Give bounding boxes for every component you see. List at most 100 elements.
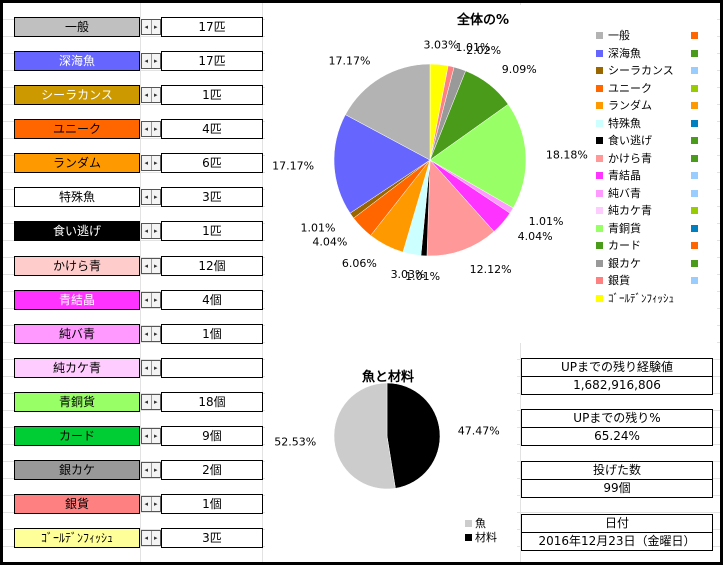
item-count[interactable]: 6匹 [161, 153, 263, 173]
decrement-arrow-icon[interactable]: ◂ [142, 156, 152, 170]
item-stepper[interactable]: ◂ ▸ [141, 53, 161, 69]
decrement-arrow-icon[interactable]: ◂ [142, 190, 152, 204]
increment-arrow-icon[interactable]: ▸ [153, 398, 158, 406]
item-count[interactable]: 1匹 [161, 85, 263, 105]
item-count[interactable]: 1個 [161, 494, 263, 514]
remaining-pct-value: 65.24% [521, 427, 713, 446]
increment-arrow-icon[interactable]: ▸ [153, 500, 158, 508]
item-stepper[interactable]: ◂ ▸ [141, 428, 161, 444]
decrement-arrow-icon[interactable]: ◂ [142, 361, 152, 375]
decrement-arrow-icon[interactable]: ◂ [142, 54, 152, 68]
legend-marker [691, 242, 698, 249]
decrement-arrow-icon[interactable]: ◂ [142, 497, 152, 511]
item-stepper[interactable]: ◂ ▸ [141, 19, 161, 35]
item-row: 純バ青 ◂ ▸ 1個 [3, 324, 265, 344]
item-stepper[interactable]: ◂ ▸ [141, 394, 161, 410]
decrement-arrow-icon[interactable]: ◂ [142, 327, 152, 341]
increment-arrow-icon[interactable]: ▸ [153, 91, 158, 99]
item-label: 青結晶 [14, 290, 140, 310]
pie-slice [333, 114, 431, 214]
pie-slice [386, 382, 441, 489]
pie-slice [333, 382, 396, 490]
item-count[interactable]: 1個 [161, 324, 263, 344]
item-count[interactable]: 18個 [161, 392, 263, 412]
decrement-arrow-icon[interactable]: ◂ [142, 293, 152, 307]
item-row: 銀カケ ◂ ▸ 2個 [3, 460, 265, 480]
item-count[interactable]: 17匹 [161, 17, 263, 37]
legend-label: 特殊魚 [608, 116, 641, 130]
legend-marker [691, 102, 698, 109]
increment-arrow-icon[interactable]: ▸ [153, 159, 158, 167]
item-count[interactable]: 3匹 [161, 528, 263, 548]
item-stepper[interactable]: ◂ ▸ [141, 223, 161, 239]
increment-arrow-icon[interactable]: ▸ [153, 57, 158, 65]
increment-arrow-icon[interactable]: ▸ [153, 364, 158, 372]
item-stepper[interactable]: ◂ ▸ [141, 326, 161, 342]
increment-arrow-icon[interactable]: ▸ [153, 125, 158, 133]
item-row: ランダム ◂ ▸ 6匹 [3, 153, 265, 173]
decrement-arrow-icon[interactable]: ◂ [142, 463, 152, 477]
grid-line [262, 3, 263, 562]
item-count[interactable] [161, 358, 263, 378]
pie-pct-label: 17.17% [272, 160, 314, 173]
legend-swatch [596, 119, 603, 127]
item-stepper[interactable]: ◂ ▸ [141, 258, 161, 274]
item-stepper[interactable]: ◂ ▸ [141, 189, 161, 205]
item-count[interactable]: 9個 [161, 426, 263, 446]
item-stepper[interactable]: ◂ ▸ [141, 462, 161, 478]
legend-marker [691, 224, 698, 232]
pie-pct-label: 1.01% [405, 270, 440, 283]
legend-marker [691, 49, 698, 57]
legend-item: 深海魚 [596, 45, 714, 63]
decrement-arrow-icon[interactable]: ◂ [142, 224, 152, 238]
legend-label: ランダム [608, 99, 652, 112]
item-stepper[interactable]: ◂ ▸ [141, 530, 161, 546]
increment-arrow-icon[interactable]: ▸ [153, 466, 158, 474]
decrement-arrow-icon[interactable]: ◂ [142, 429, 152, 443]
decrement-arrow-icon[interactable]: ◂ [142, 88, 152, 102]
item-count[interactable]: 4匹 [161, 119, 263, 139]
decrement-arrow-icon[interactable]: ◂ [142, 20, 152, 34]
item-stepper[interactable]: ◂ ▸ [141, 121, 161, 137]
item-count[interactable]: 17匹 [161, 51, 263, 71]
decrement-arrow-icon[interactable]: ◂ [142, 259, 152, 273]
decrement-arrow-icon[interactable]: ◂ [142, 395, 152, 409]
pie-pct-label: 18.18% [546, 148, 588, 161]
legend-swatch [596, 294, 603, 302]
increment-arrow-icon[interactable]: ▸ [153, 227, 158, 235]
increment-arrow-icon[interactable]: ▸ [153, 534, 158, 542]
legend-marker [691, 154, 698, 162]
decrement-arrow-icon[interactable]: ◂ [142, 122, 152, 136]
item-count[interactable]: 2個 [161, 460, 263, 480]
item-stepper[interactable]: ◂ ▸ [141, 496, 161, 512]
legend-swatch [596, 207, 603, 214]
decrement-arrow-icon[interactable]: ◂ [142, 531, 152, 545]
increment-arrow-icon[interactable]: ▸ [153, 296, 158, 304]
chart-total-title: 全体の% [456, 13, 510, 28]
legend-marker [691, 259, 698, 267]
increment-arrow-icon[interactable]: ▸ [153, 23, 158, 31]
increment-arrow-icon[interactable]: ▸ [153, 330, 158, 338]
item-stepper[interactable]: ◂ ▸ [141, 87, 161, 103]
item-count[interactable]: 1匹 [161, 221, 263, 241]
chart-fish-material-title: 魚と材料 [361, 370, 414, 385]
item-count[interactable]: 4個 [161, 290, 263, 310]
legend-item: 特殊魚 [596, 115, 714, 133]
item-count[interactable]: 12個 [161, 256, 263, 276]
throws-label: 投げた数 [521, 461, 713, 480]
increment-arrow-icon[interactable]: ▸ [153, 262, 158, 270]
increment-arrow-icon[interactable]: ▸ [153, 193, 158, 201]
legend-marker [691, 277, 698, 284]
legend-item: 食い逃げ [596, 132, 714, 150]
item-stepper[interactable]: ◂ ▸ [141, 360, 161, 376]
item-label: 青銅貨 [14, 392, 140, 412]
item-stepper[interactable]: ◂ ▸ [141, 292, 161, 308]
item-row: 青結晶 ◂ ▸ 4個 [3, 290, 265, 310]
item-label: ランダム [14, 153, 140, 173]
item-stepper[interactable]: ◂ ▸ [141, 155, 161, 171]
item-row: 銀貨 ◂ ▸ 1個 [3, 494, 265, 514]
item-count[interactable]: 3匹 [161, 187, 263, 207]
item-label: かけら青 [14, 256, 140, 276]
item-label: ｺﾞｰﾙﾃﾞﾝﾌｨｯｼｭ [14, 528, 140, 548]
increment-arrow-icon[interactable]: ▸ [153, 432, 158, 440]
